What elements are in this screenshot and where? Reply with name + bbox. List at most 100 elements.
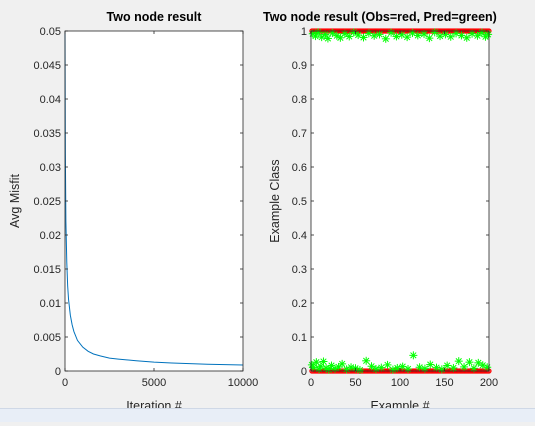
- predicted-point: [409, 351, 418, 360]
- predicted-point: [314, 28, 323, 37]
- misfit-y-tick-label: 0.045: [33, 60, 61, 72]
- class-y-tick-label: 0.4: [292, 230, 307, 242]
- predicted-point-stroke: [414, 32, 421, 39]
- predicted-point-stroke: [341, 30, 348, 37]
- predicted-point: [338, 359, 347, 368]
- predicted-point-stroke: [328, 362, 335, 369]
- predicted-point: [454, 357, 463, 366]
- predicted-point-stroke: [427, 361, 434, 368]
- predicted-point-stroke: [470, 365, 478, 372]
- predicted-point-stroke: [433, 364, 440, 371]
- class-y-axis-label: Example Class: [268, 159, 282, 242]
- misfit-plot-area: [65, 31, 243, 371]
- class-x-tick-label: 150: [435, 377, 453, 389]
- class-plot-area: [311, 31, 489, 371]
- predicted-point: [312, 358, 321, 367]
- class-y-tick-label: 0.1: [292, 332, 307, 344]
- predicted-point-stroke: [360, 34, 367, 41]
- predicted-point: [392, 32, 401, 41]
- class-x-tick-label: 0: [308, 377, 314, 389]
- predicted-point-stroke: [325, 366, 332, 373]
- predicted-point-stroke: [333, 32, 340, 39]
- predicted-point-stroke: [363, 357, 370, 364]
- predicted-point: [355, 365, 364, 374]
- predicted-point: [323, 34, 332, 43]
- predicted-point-stroke: [318, 33, 325, 41]
- predicted-point: [443, 361, 452, 370]
- predicted-point-stroke: [458, 32, 465, 39]
- misfit-y-axis-label: Avg Misfit: [8, 174, 22, 228]
- misfit-y-tick-label: 0.035: [33, 128, 61, 140]
- predicted-point: [432, 363, 441, 372]
- predicted-point-stroke: [365, 30, 373, 37]
- predicted-point-stroke: [442, 31, 449, 38]
- predicted-point: [321, 30, 330, 39]
- window-bottom-strip: [0, 408, 535, 422]
- predicted-point: [362, 356, 371, 365]
- predicted-point-stroke: [426, 34, 433, 42]
- predicted-point: [483, 363, 492, 372]
- predicted-point: [381, 34, 390, 43]
- predicted-point-stroke: [371, 32, 378, 39]
- misfit-y-tick-label: 0.01: [40, 298, 61, 310]
- predicted-point: [319, 357, 328, 366]
- predicted-point-stroke: [466, 359, 473, 366]
- class-x-tick-label: 200: [480, 377, 498, 389]
- predicted-point-stroke: [403, 33, 411, 41]
- misfit-y-tick-label: 0.04: [40, 94, 61, 106]
- predicted-point: [403, 33, 412, 42]
- predicted-point-stroke: [455, 357, 462, 365]
- predicted-point: [436, 32, 445, 41]
- predicted-point: [367, 362, 376, 371]
- class-y-tick-label: 0.3: [292, 264, 307, 276]
- predicted-point-stroke: [394, 364, 401, 372]
- predicted-point: [349, 28, 358, 37]
- misfit-y-tick-label: 0: [55, 366, 61, 378]
- class-x-tick-label: 100: [391, 377, 409, 389]
- predicted-point-stroke: [310, 364, 317, 371]
- predicted-point-stroke: [452, 30, 460, 37]
- predicted-point-stroke: [314, 29, 322, 36]
- predicted-point-stroke: [322, 364, 330, 372]
- predicted-point-stroke: [484, 31, 492, 38]
- predicted-point-stroke: [313, 359, 320, 366]
- predicted-point-stroke: [421, 365, 429, 372]
- predicted-point: [354, 31, 363, 40]
- misfit-chart: 0 0.005 0.01 0.015 0.02 0.025 0.03 0.035 0.04 0.0…: [8, 10, 258, 413]
- misfit-y-tick-label: 0.02: [40, 230, 61, 242]
- predicted-point-stroke: [479, 362, 486, 369]
- misfit-chart-title: Two node result: [107, 10, 203, 24]
- predicted-point: [460, 362, 469, 371]
- predicted-point-stroke: [450, 364, 457, 372]
- predicted-point: [426, 360, 435, 369]
- misfit-x-tick-label: 0: [62, 377, 68, 389]
- predicted-point: [415, 363, 424, 372]
- predicted-point-stroke: [308, 361, 316, 369]
- predicted-point: [473, 31, 482, 40]
- predicted-point: [359, 33, 368, 42]
- predicted-point-stroke: [460, 363, 468, 371]
- predicted-point-stroke: [338, 360, 346, 368]
- predicted-point: [413, 31, 422, 40]
- class-y-tick-label: 0.7: [292, 128, 307, 140]
- predicted-point-stroke: [368, 363, 375, 370]
- predicted-point: [430, 28, 439, 37]
- predicted-point-stroke: [474, 32, 481, 39]
- predicted-point-stroke: [444, 362, 451, 369]
- misfit-x-tick-label: 5000: [142, 377, 166, 389]
- predicted-point: [420, 364, 429, 373]
- class-chart-title: Two node result (Obs=red, Pred=green): [263, 10, 497, 24]
- predicted-point: [383, 360, 392, 369]
- misfit-y-tick-label: 0.005: [33, 332, 61, 344]
- class-y-tick-label: 1: [301, 26, 307, 38]
- predicted-point: [425, 34, 434, 43]
- predicted-point-stroke: [382, 35, 389, 42]
- predicted-point: [324, 365, 333, 374]
- predicted-point: [446, 32, 455, 41]
- predicted-point-stroke: [355, 31, 362, 39]
- predicted-point-stroke: [376, 31, 383, 38]
- predicted-point: [404, 364, 413, 373]
- predicted-point-stroke: [463, 34, 470, 41]
- predicted-point-stroke: [416, 364, 423, 371]
